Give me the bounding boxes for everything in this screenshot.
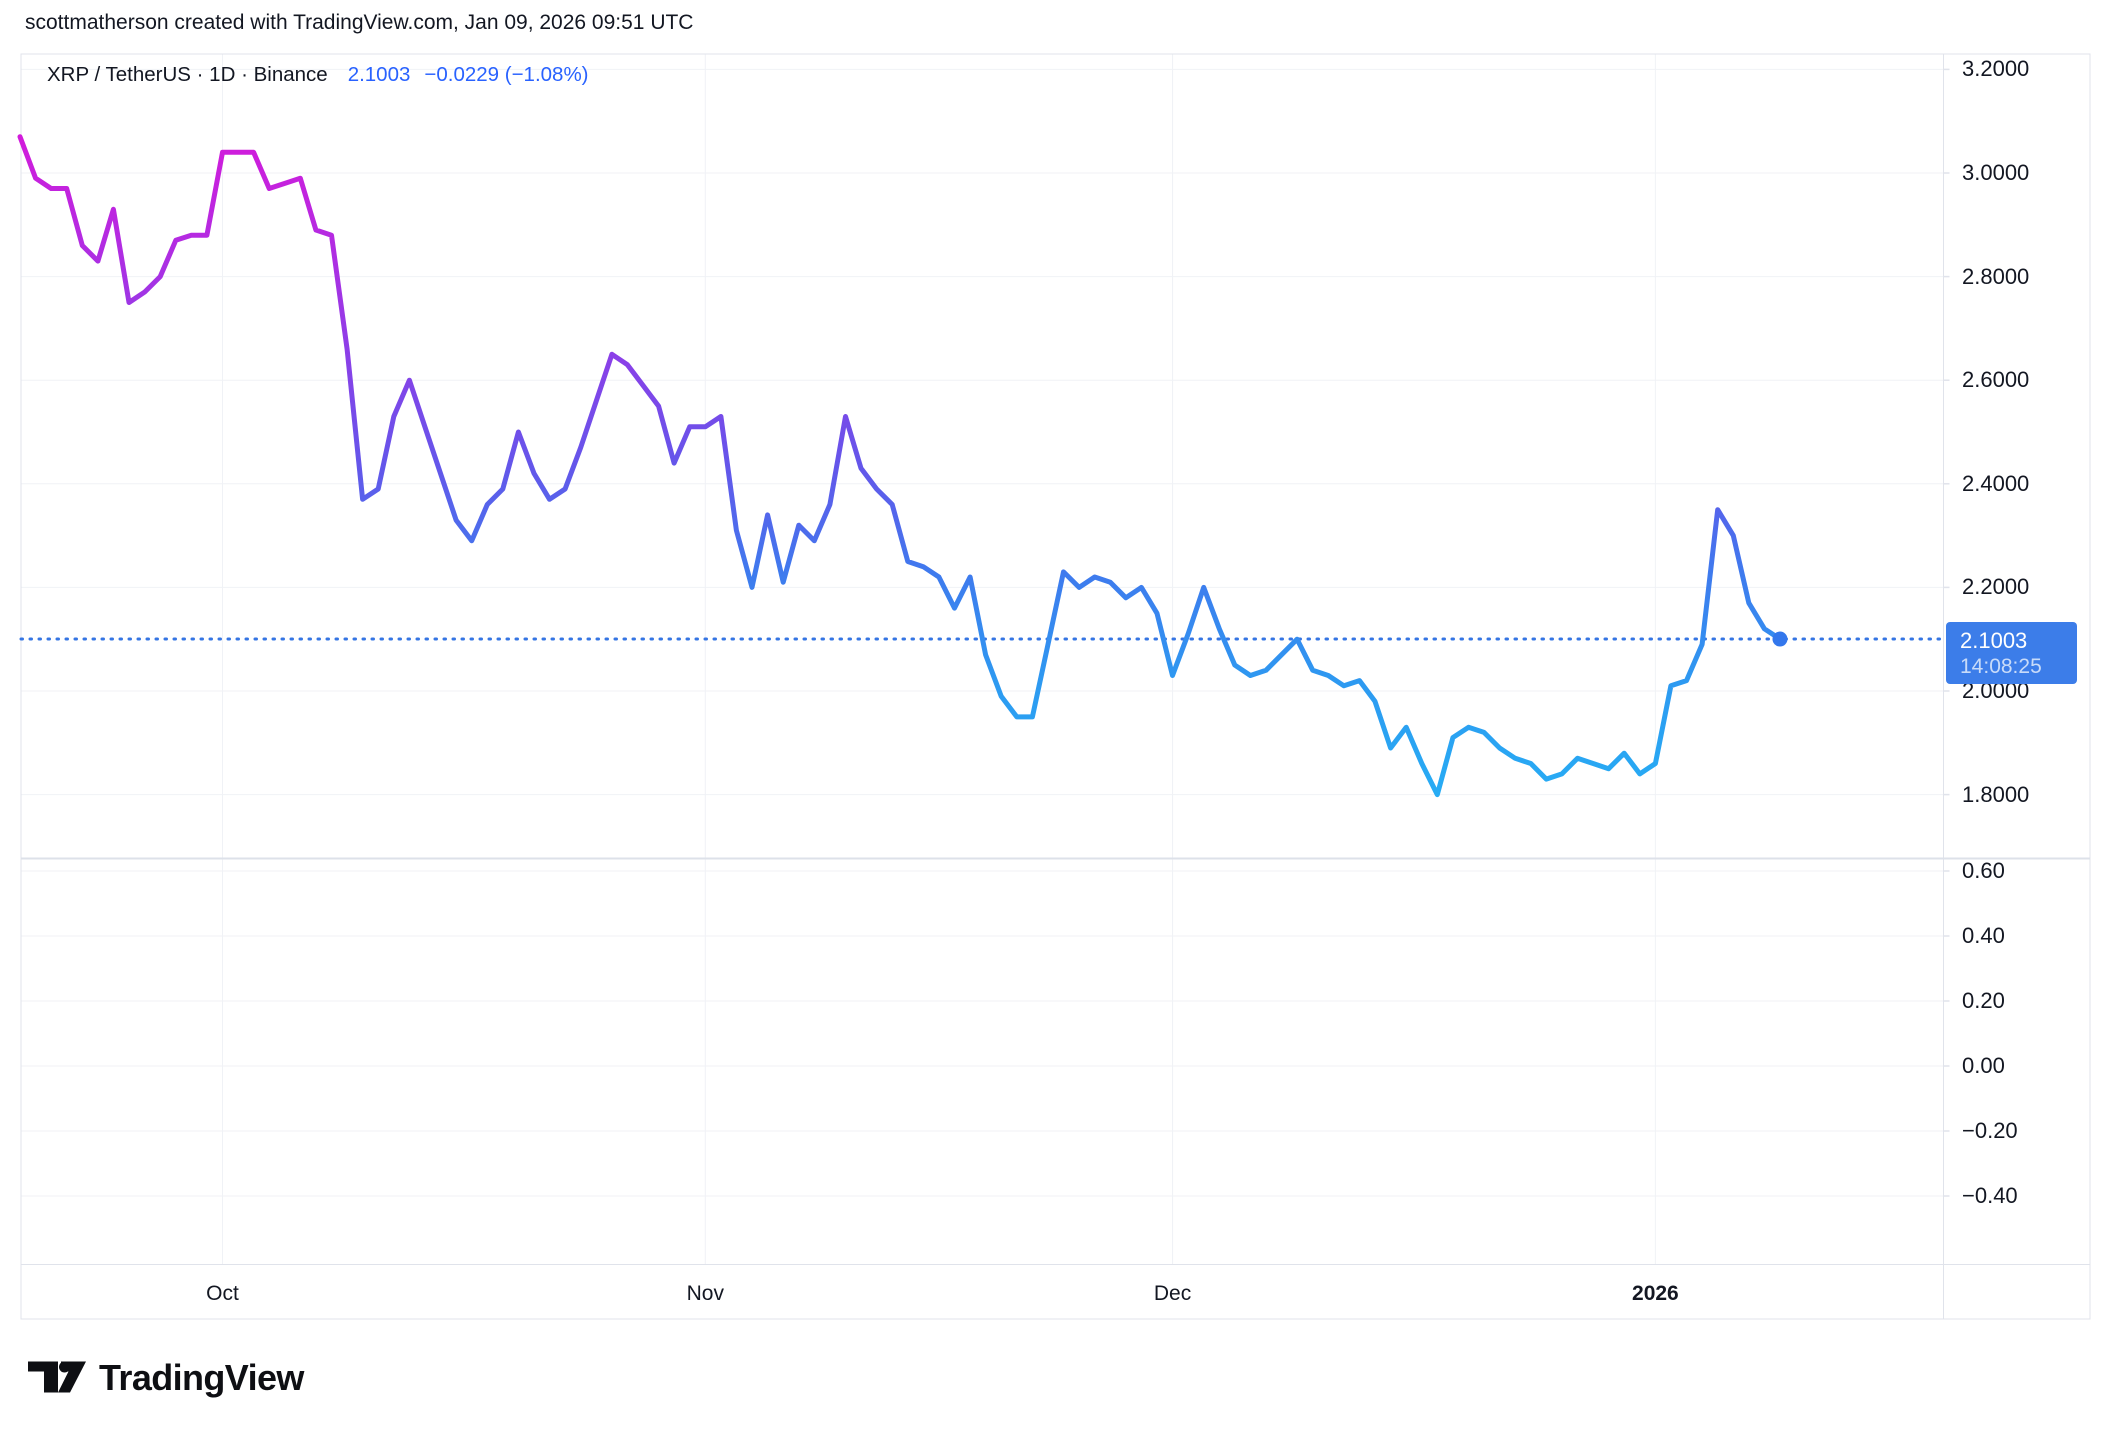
price-line-series — [17, 134, 1783, 798]
symbol-title: XRP / TetherUS · 1D · Binance — [47, 63, 328, 86]
price-axis-label: 3.0000 — [1962, 160, 2030, 185]
last-price-tag: 2.1003 14:08:25 — [1946, 622, 2077, 684]
time-axis-label: 2026 — [1632, 1282, 1679, 1305]
tradingview-logo-text: TradingView — [99, 1357, 304, 1398]
lower-pane-axis-label: 0.20 — [1962, 988, 2005, 1013]
symbol-legend: XRP / TetherUS · 1D · Binance 2.1003 −0.… — [47, 62, 589, 88]
legend-last-price: 2.1003 — [347, 63, 411, 86]
price-axis-label: 3.2000 — [1962, 56, 2030, 82]
attribution-text: scottmatherson created with TradingView.… — [25, 11, 694, 34]
price-axis-label: 2.8000 — [1962, 263, 2030, 289]
legend-change: −0.0229 (−1.08%) — [424, 63, 589, 86]
last-price-marker-dot — [1772, 631, 1788, 647]
price-axis-label: 1.8000 — [1962, 781, 2030, 807]
time-axis-label: Dec — [1153, 1282, 1192, 1305]
price-axis-label: 2.4000 — [1962, 470, 2030, 496]
tradingview-logo-icon — [28, 1361, 86, 1393]
price-axis-label: 2.2000 — [1962, 574, 2030, 600]
price-axis-label: 2.6000 — [1962, 367, 2030, 393]
price-axis-label: 2.0000 — [1962, 678, 2030, 703]
lower-pane-axis-label: 0.40 — [1962, 923, 2005, 948]
lower-pane-axis-label: −0.20 — [1962, 1118, 2018, 1143]
last-price-value: 2.1003 — [1960, 628, 2028, 653]
legend-values: 2.1003 −0.0229 (−1.08%) — [348, 62, 589, 88]
tradingview-logo[interactable]: TradingView — [28, 1352, 304, 1404]
time-axis-label: Oct — [206, 1282, 239, 1305]
lower-pane-axis-label: 0.60 — [1962, 858, 2005, 883]
lower-pane-axis-label: 0.00 — [1962, 1053, 2005, 1078]
time-axis-label: Nov — [686, 1282, 724, 1305]
last-price-time: 14:08:25 — [1960, 655, 2042, 678]
lower-pane-axis-label: −0.40 — [1962, 1183, 2018, 1208]
